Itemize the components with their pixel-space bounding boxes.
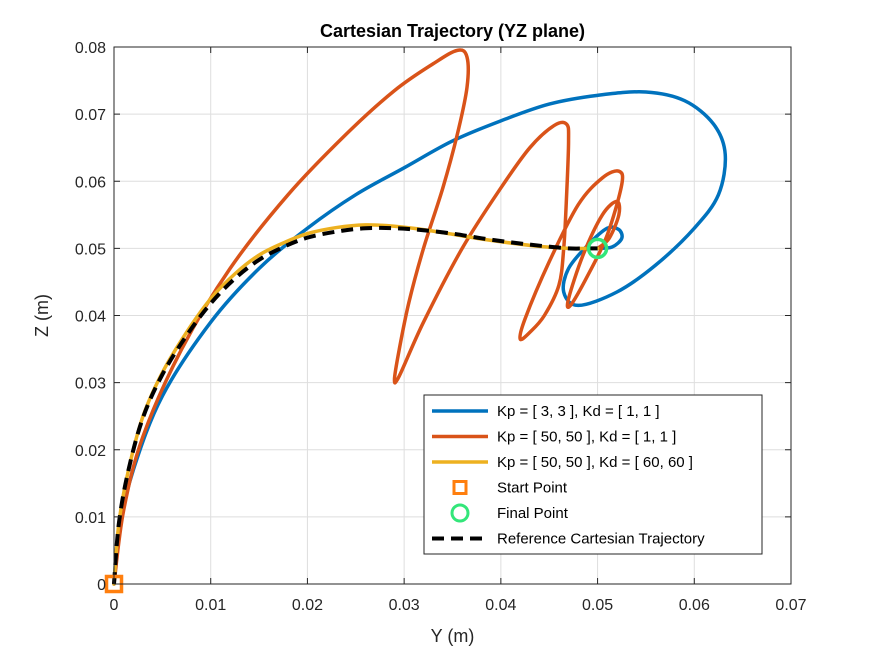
x-tick-label: 0.03 [389,597,420,614]
plot-area [104,48,728,594]
x-tick-label: 0.07 [775,597,806,614]
y-tick-label: 0 [97,577,106,594]
x-tick-label: 0.02 [292,597,323,614]
legend-swatch-circle [450,503,470,523]
x-tick-label: 0.06 [679,597,710,614]
legend-entry: Kp = [ 3, 3 ], Kd = [ 1, 1 ] [432,403,660,420]
legend-entry: Kp = [ 50, 50 ], Kd = [ 60, 60 ] [432,454,693,471]
chart-title: Cartesian Trajectory (YZ plane) [320,21,585,41]
y-tick-label: 0.03 [75,376,106,393]
legend-label: Final Point [497,505,569,522]
legend: Kp = [ 3, 3 ], Kd = [ 1, 1 ] Kp = [ 50, 5… [423,394,763,555]
legend-swatch-square [452,480,468,495]
legend-label: Kp = [ 50, 50 ], Kd = [ 60, 60 ] [497,454,693,471]
final-point-marker [586,237,609,260]
series-line-2 [112,48,625,586]
legend-entry: Start Point [452,480,568,497]
legend-box [423,394,763,555]
y-tick-label: 0.06 [75,174,106,191]
x-tick-label: 0 [110,597,119,614]
legend-label: Reference Cartesian Trajectory [497,531,705,548]
y-axis-label: Z (m) [32,294,52,337]
legend-entry: Final Point [450,503,569,523]
y-tick-label: 0.05 [75,241,106,258]
series-line-4 [112,225,598,585]
x-tick-label: 0.04 [485,597,516,614]
legend-label: Kp = [ 3, 3 ], Kd = [ 1, 1 ] [497,403,660,420]
legend-entry: Reference Cartesian Trajectory [432,531,705,548]
y-tick-label: 0.02 [75,443,106,460]
y-tick-label: 0.07 [75,107,106,124]
y-tick-label: 0.01 [75,510,106,527]
x-axis-label: Y (m) [431,626,475,646]
legend-label: Kp = [ 50, 50 ], Kd = [ 1, 1 ] [497,429,676,446]
y-tick-label: 0.08 [75,40,106,57]
y-tick-label: 0.04 [75,309,106,326]
x-tick-label: 0.05 [582,597,613,614]
legend-entry: Kp = [ 50, 50 ], Kd = [ 1, 1 ] [432,429,676,446]
legend-label: Start Point [497,480,568,497]
ticks: 0 0.01 0.02 0.03 0.04 0.05 0.06 0.07 0 0.01 0.02 0.… [75,40,807,614]
x-tick-label: 0.01 [195,597,226,614]
